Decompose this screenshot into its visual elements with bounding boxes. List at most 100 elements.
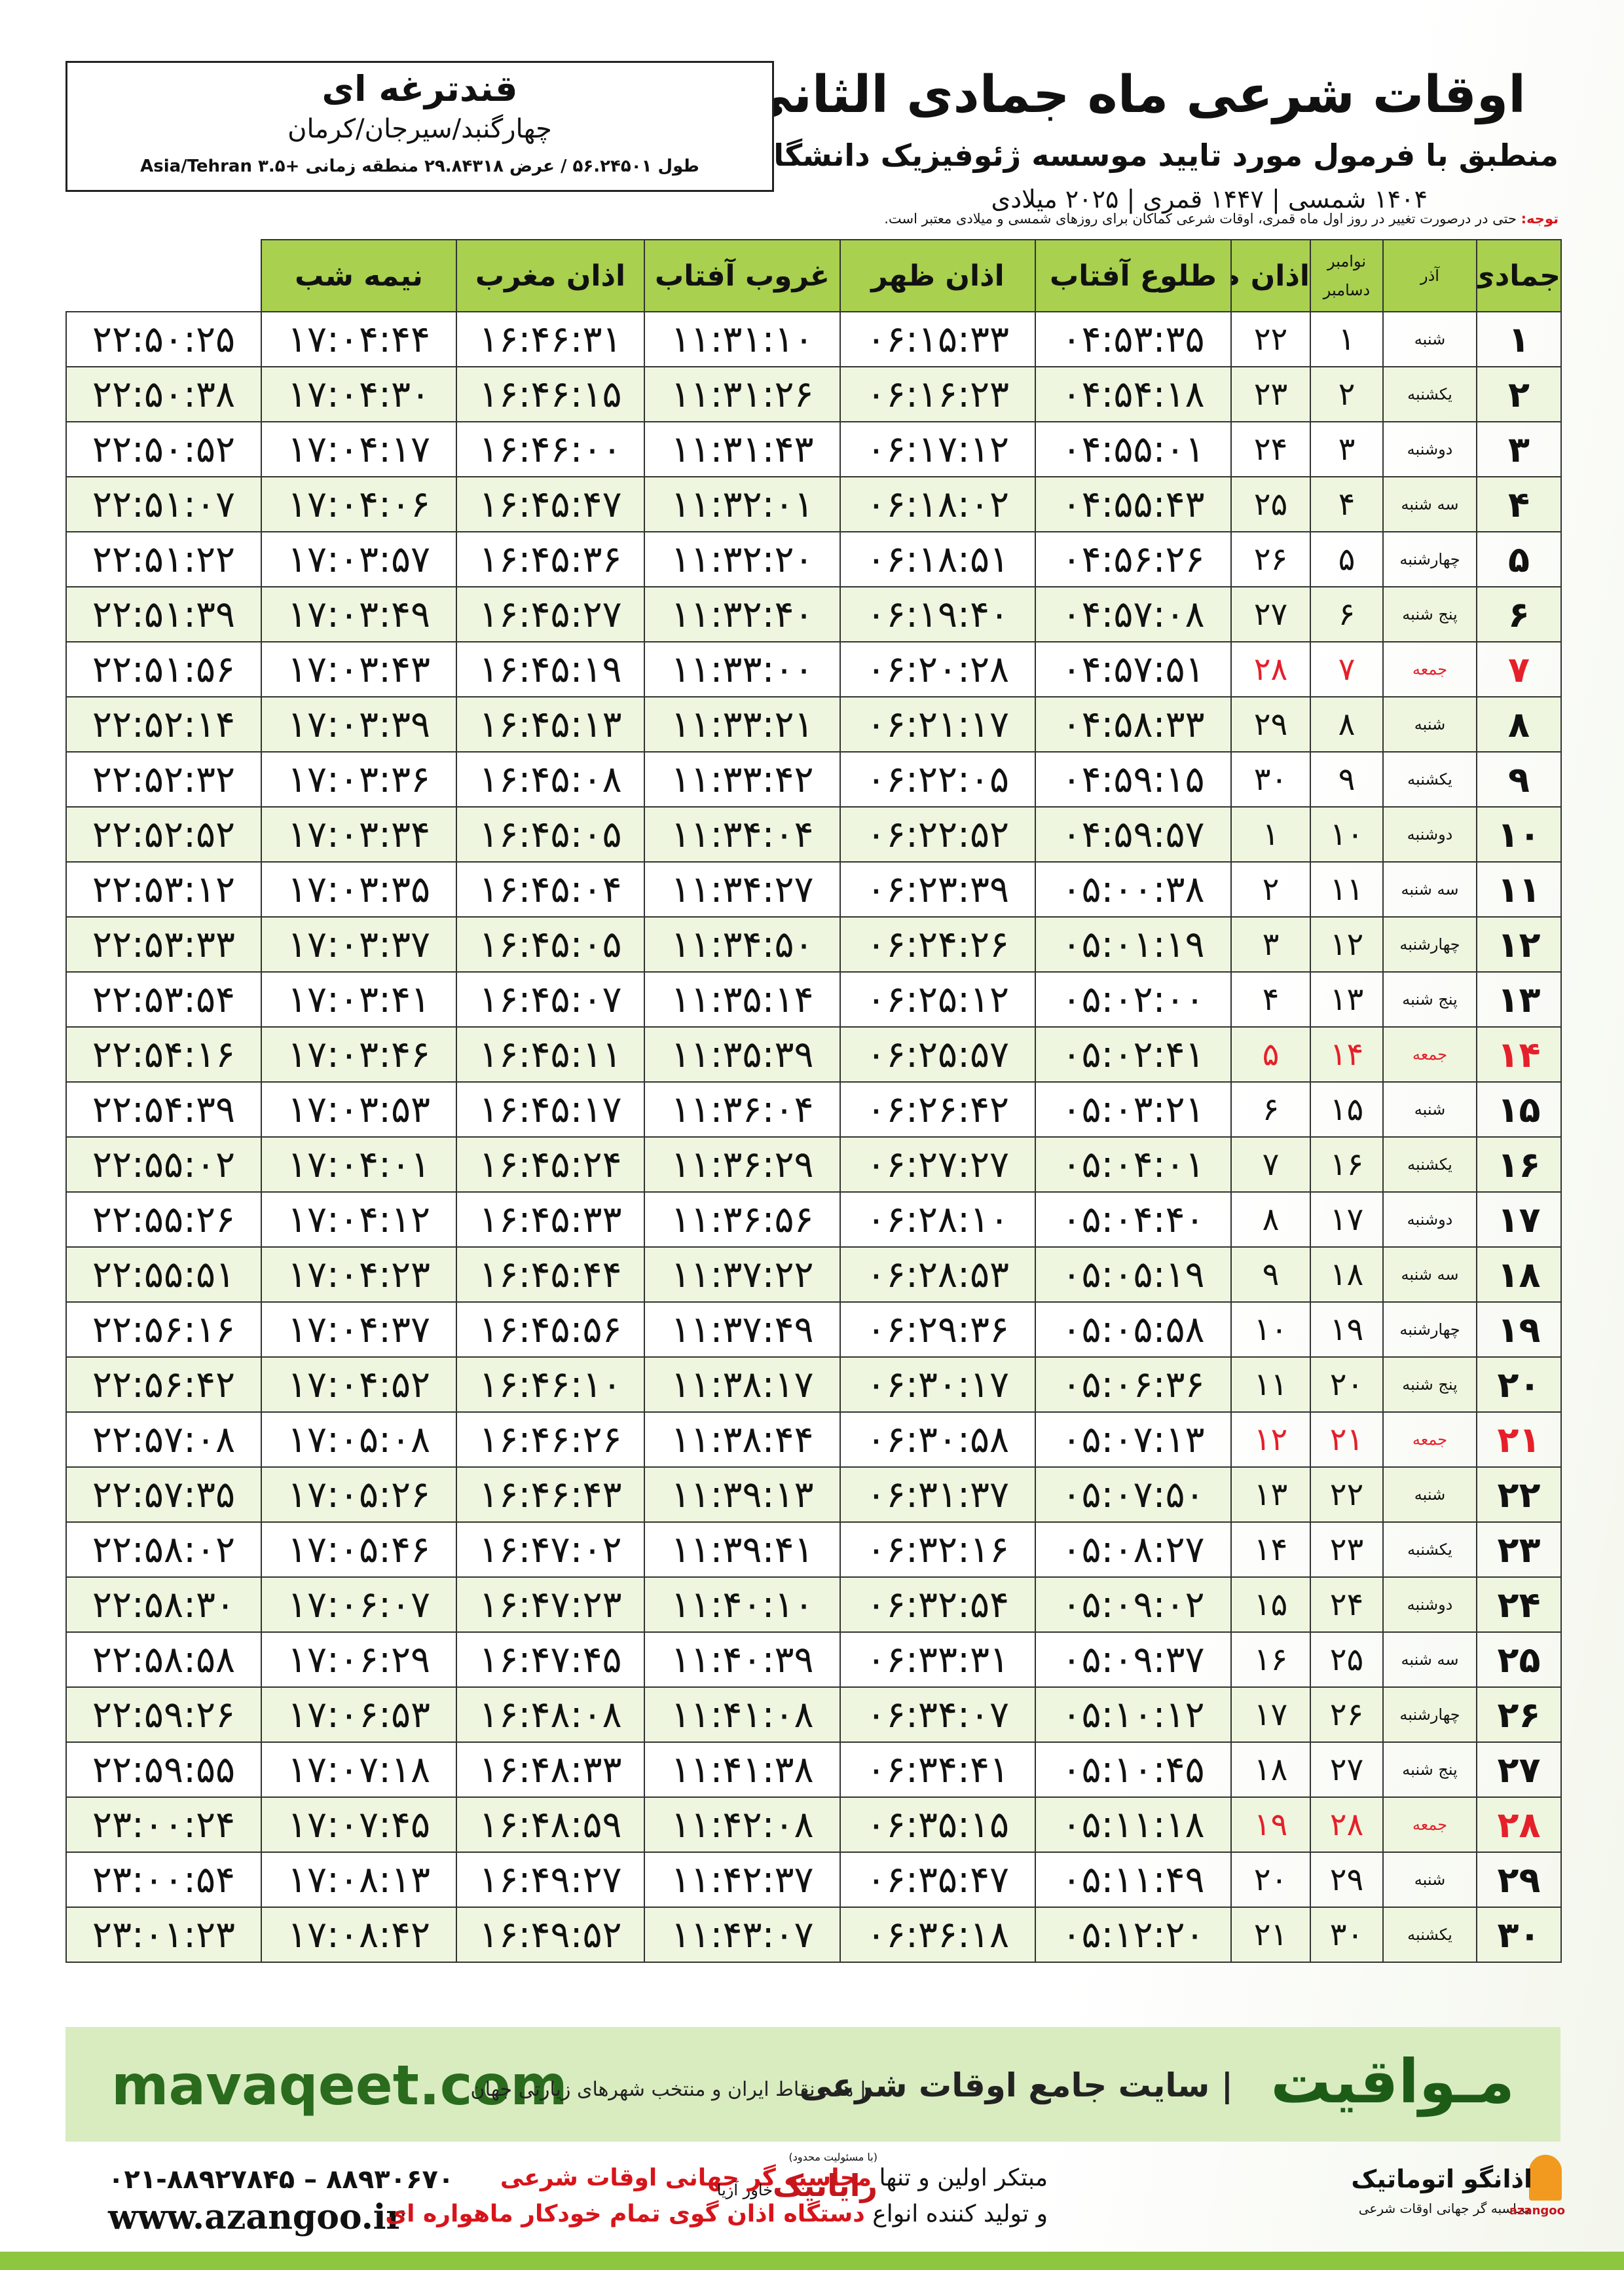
table-cell: ۱۷:۰۴:۰۱	[261, 1136, 457, 1193]
table-cell: ۲۲:۵۴:۳۹	[65, 1081, 262, 1138]
table-cell: ۰۶:۳۴:۰۷	[840, 1686, 1036, 1743]
table-cell: ۳	[1230, 916, 1311, 973]
table-cell: ۱۱:۳۲:۴۰	[644, 586, 841, 642]
table-cell: ۱۱:۴۰:۱۰	[644, 1576, 841, 1633]
table-cell: ۱۶:۴۵:۰۸	[456, 751, 645, 808]
slogan-secondary: | همه نقاط ایران و منتخب شهرهای زیارتی ج…	[470, 2078, 866, 2101]
table-cell: ۰۵:۱۰:۱۲	[1035, 1686, 1232, 1743]
table-cell: ۲۲:۵۹:۵۵	[65, 1741, 262, 1798]
table-cell: دوشنبه	[1382, 1576, 1477, 1633]
table-row: ۳ دوشنبه ۳ ۲۴ ۰۴:۵۵:۰۱ ۰۶:۱۷:۱۲ ۱۱:۳۱:۴۳ ۱۶:۴۶:…	[65, 421, 1562, 477]
table-cell: ۲۲:۵۳:۳۳	[65, 916, 262, 973]
table-cell: ۱۱:۳۸:۱۷	[644, 1356, 841, 1413]
table-cell: ۱۸	[1310, 1246, 1384, 1303]
table-cell: ۱۷:۰۴:۱۷	[261, 421, 457, 477]
table-cell: ۱۱:۳۶:۰۴	[644, 1081, 841, 1138]
table-cell: ۱۱:۳۸:۴۴	[644, 1411, 841, 1468]
table-cell: ۰۶:۱۹:۴۰	[840, 586, 1036, 642]
table-cell: ۳۰	[1310, 1907, 1384, 1963]
table-cell: ۰۶:۲۲:۵۲	[840, 806, 1036, 863]
column-header: آذر	[1382, 239, 1477, 312]
table-cell: ۲۱	[1310, 1411, 1384, 1468]
table-cell: ۲۲	[1476, 1466, 1562, 1523]
table-row: ۱۹ چهارشنبه ۱۹ ۱۰ ۰۵:۰۵:۵۸ ۰۶:۲۹:۳۶ ۱۱:۳۷:۴۹ ۱۶…	[65, 1301, 1562, 1358]
table-cell: جمعه	[1382, 1411, 1477, 1468]
column-header: غروب آفتاب	[644, 239, 841, 312]
table-cell: ۱۱:۳۶:۲۹	[644, 1136, 841, 1193]
table-cell: ۲۲:۵۰:۳۸	[65, 366, 262, 422]
table-cell: ۱۶:۴۸:۳۳	[456, 1741, 645, 1798]
table-cell: ۱۷:۰۶:۲۹	[261, 1631, 457, 1688]
table-cell: ۱۷:۰۳:۵۳	[261, 1081, 457, 1138]
table-cell: پنج شنبه	[1382, 586, 1477, 642]
table-cell: ۲۲	[1230, 311, 1311, 367]
table-cell: سه شنبه	[1382, 861, 1477, 918]
table-cell: ۱۷:۰۴:۴۴	[261, 311, 457, 367]
table-cell: ۴	[1476, 476, 1562, 532]
table-cell: ۱۱:۳۴:۵۰	[644, 916, 841, 973]
table-cell: ۱۶:۴۷:۰۲	[456, 1521, 645, 1578]
table-cell: ۲۲	[1310, 1466, 1384, 1523]
table-cell: ۰۴:۵۶:۲۶	[1035, 531, 1232, 587]
table-row: ۲۶ چهارشنبه ۲۶ ۱۷ ۰۵:۱۰:۱۲ ۰۶:۳۴:۰۷ ۱۱:۴۱:۰۸ ۱۶…	[65, 1686, 1562, 1743]
table-row: ۱۶ یکشنبه ۱۶ ۷ ۰۵:۰۴:۰۱ ۰۶:۲۷:۲۷ ۱۱:۳۶:۲۹ ۱۶:۴۵…	[65, 1136, 1562, 1193]
table-cell: ۰۵:۰۵:۵۸	[1035, 1301, 1232, 1358]
table-cell: ۲۲:۵۹:۲۶	[65, 1686, 262, 1743]
table-cell: ۲۸	[1230, 641, 1311, 698]
logo-azangoo-latin: azangoo	[1509, 2204, 1565, 2218]
table-cell: ۱۸	[1230, 1741, 1311, 1798]
table-cell: یکشنبه	[1382, 1521, 1477, 1578]
table-cell: ۳	[1476, 421, 1562, 477]
table-row: ۹ یکشنبه ۹ ۳۰ ۰۴:۵۹:۱۵ ۰۶:۲۲:۰۵ ۱۱:۳۳:۴۲ ۱۶:۴۵:…	[65, 751, 1562, 808]
table-cell: چهارشنبه	[1382, 531, 1477, 587]
table-cell: ۰۵:۱۱:۴۹	[1035, 1851, 1232, 1908]
table-cell: ۱۱:۳۳:۴۲	[644, 751, 841, 808]
table-cell: ۱۷:۰۴:۰۶	[261, 476, 457, 532]
table-cell: ۲۲:۵۰:۵۲	[65, 421, 262, 477]
table-row: ۲۰ پنج شنبه ۲۰ ۱۱ ۰۵:۰۶:۳۶ ۰۶:۳۰:۱۷ ۱۱:۳۸:۱۷ ۱۶…	[65, 1356, 1562, 1413]
table-row: ۷ جمعه ۷ ۲۸ ۰۴:۵۷:۵۱ ۰۶:۲۰:۲۸ ۱۱:۳۳:۰۰ ۱۶:۴۵:۱۹…	[65, 641, 1562, 698]
table-row: ۸ شنبه ۸ ۲۹ ۰۴:۵۸:۳۳ ۰۶:۲۱:۱۷ ۱۱:۳۳:۲۱ ۱۶:۴۵:۱۳…	[65, 696, 1562, 753]
table-cell: ۲۳:۰۰:۲۴	[65, 1796, 262, 1853]
table-cell: ۲۳:۰۱:۲۳	[65, 1907, 262, 1963]
table-cell: ۰۶:۳۶:۱۸	[840, 1907, 1036, 1963]
table-cell: ۱	[1310, 311, 1384, 367]
table-row: ۱۵ شنبه ۱۵ ۶ ۰۵:۰۳:۲۱ ۰۶:۲۶:۴۲ ۱۱:۳۶:۰۴ ۱۶:۴۵:۱…	[65, 1081, 1562, 1138]
table-cell: ۲۲:۵۷:۳۵	[65, 1466, 262, 1523]
table-cell: ۱۷	[1230, 1686, 1311, 1743]
table-row: ۱۴ جمعه ۱۴ ۵ ۰۵:۰۲:۴۱ ۰۶:۲۵:۵۷ ۱۱:۳۵:۳۹ ۱۶:۴۵:۱…	[65, 1026, 1562, 1083]
table-cell: ۰۶:۳۱:۳۷	[840, 1466, 1036, 1523]
table-cell: ۱۴	[1310, 1026, 1384, 1083]
table-row: ۲۴ دوشنبه ۲۴ ۱۵ ۰۵:۰۹:۰۲ ۰۶:۳۲:۵۴ ۱۱:۴۰:۱۰ ۱۶:۴…	[65, 1576, 1562, 1633]
table-row: ۴ سه شنبه ۴ ۲۵ ۰۴:۵۵:۴۳ ۰۶:۱۸:۰۲ ۱۱:۳۲:۰۱ ۱۶:۴۵…	[65, 476, 1562, 532]
table-cell: ۱۷:۰۳:۳۴	[261, 806, 457, 863]
table-cell: ۱۶:۴۸:۵۹	[456, 1796, 645, 1853]
note-label: توجه:	[1521, 211, 1559, 227]
table-cell: ۰۵:۰۹:۳۷	[1035, 1631, 1232, 1688]
table-cell: ۱۶:۴۶:۰۰	[456, 421, 645, 477]
table-cell: ۵	[1476, 531, 1562, 587]
table-cell: ۱۲	[1230, 1411, 1311, 1468]
table-row: ۶ پنج شنبه ۶ ۲۷ ۰۴:۵۷:۰۸ ۰۶:۱۹:۴۰ ۱۱:۳۲:۴۰ ۱۶:۴…	[65, 586, 1562, 642]
table-cell: ۲۴	[1476, 1576, 1562, 1633]
table-cell: ۰۵:۱۲:۲۰	[1035, 1907, 1232, 1963]
table-cell: ۲۳	[1230, 366, 1311, 422]
table-cell: ۰۶:۱۵:۳۳	[840, 311, 1036, 367]
table-cell: ۲۶	[1476, 1686, 1562, 1743]
table-cell: ۱۲	[1476, 916, 1562, 973]
table-cell: یکشنبه	[1382, 366, 1477, 422]
table-cell: ۱۶:۴۷:۴۵	[456, 1631, 645, 1688]
table-cell: ۲۵	[1476, 1631, 1562, 1688]
logo-azangoo: اذانگو اتوماتیک	[1351, 2165, 1532, 2193]
table-cell: ۱۷:۰۶:۰۷	[261, 1576, 457, 1633]
table-cell: ۰۶:۳۲:۱۶	[840, 1521, 1036, 1578]
table-cell: ۶	[1476, 586, 1562, 642]
column-header: جمادی الثانی	[1476, 239, 1562, 312]
table-cell: ۱۷:۰۳:۵۷	[261, 531, 457, 587]
table-cell: ۲۲:۵۲:۳۲	[65, 751, 262, 808]
table-cell: ۲۹	[1230, 696, 1311, 753]
table-cell: دوشنبه	[1382, 421, 1477, 477]
column-header: اذان صبح	[1230, 239, 1311, 312]
table-cell: ۱۱:۳۶:۵۶	[644, 1191, 841, 1248]
